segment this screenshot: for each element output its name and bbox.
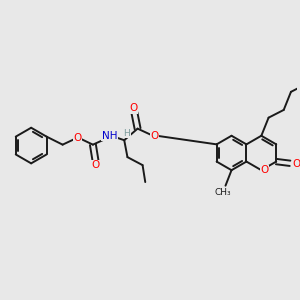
Text: O: O [292,159,300,169]
Text: O: O [129,103,138,113]
Text: O: O [150,131,158,141]
Text: CH₃: CH₃ [214,188,231,197]
Text: O: O [92,160,100,170]
Text: NH: NH [102,131,117,141]
Text: H: H [124,129,130,138]
Text: O: O [260,165,269,175]
Text: O: O [74,133,82,142]
